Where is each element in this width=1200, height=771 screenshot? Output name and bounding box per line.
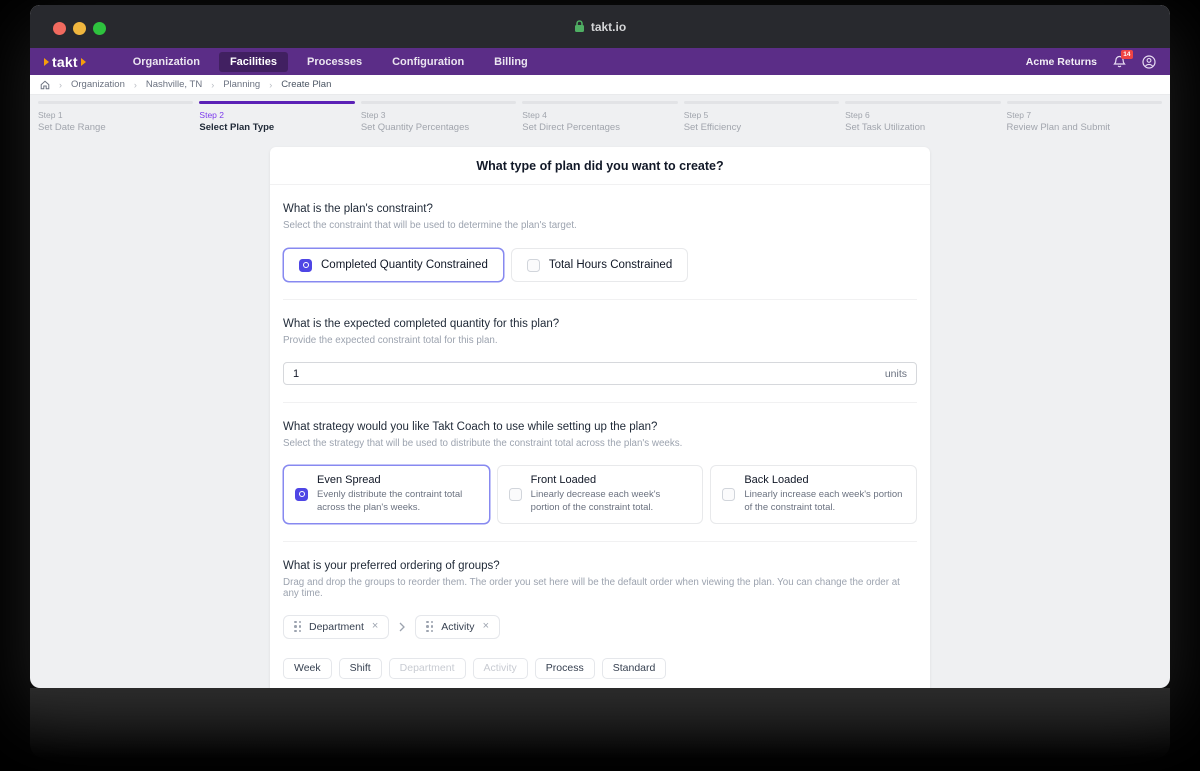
- browser-tab[interactable]: takt.io: [574, 20, 626, 34]
- chevron-right-icon: ›: [269, 79, 273, 90]
- ordering-heading: What is your preferred ordering of group…: [283, 559, 500, 572]
- zoom-window-button[interactable]: [93, 22, 106, 35]
- strategy-even-spread[interactable]: Even Spread Evenly distribute the contra…: [283, 465, 490, 524]
- strategy-heading: What strategy would you like Takt Coach …: [283, 421, 658, 433]
- quantity-input[interactable]: [293, 367, 885, 380]
- app-navbar: takt Organization Facilities Processes C…: [30, 48, 1170, 75]
- group-chip-activity[interactable]: Activity ×: [415, 614, 500, 639]
- strategy-front-loaded[interactable]: Front Loaded Linearly decrease each week…: [496, 465, 704, 524]
- step-1-set-date-range[interactable]: Step 1 Set Date Range: [38, 101, 194, 133]
- quantity-heading: What is the expected completed quantity …: [283, 318, 560, 330]
- quantity-subtext: Provide the expected constraint total fo…: [283, 335, 498, 346]
- strategy-section: What strategy would you like Takt Coach …: [270, 421, 930, 524]
- group-tag-activity: Activity: [472, 657, 528, 679]
- browser-window: takt.io takt Organization Facilities Pro…: [30, 5, 1170, 688]
- notification-count-badge: 14: [1120, 49, 1133, 60]
- quantity-unit-label: units: [884, 367, 907, 380]
- step-7-review-plan-and-submit[interactable]: Step 7 Review Plan and Submit: [1006, 101, 1162, 133]
- ordering-section: What is your preferred ordering of group…: [270, 560, 930, 679]
- group-tag-shift[interactable]: Shift: [338, 657, 382, 679]
- breadcrumb-facility[interactable]: Nashville, TN: [145, 79, 203, 90]
- notifications-button[interactable]: 14: [1113, 49, 1133, 69]
- nav-item-billing[interactable]: Billing: [494, 55, 528, 68]
- step-4-set-direct-percentages[interactable]: Step 4 Set Direct Percentages: [522, 101, 678, 133]
- chevron-right-icon: ›: [59, 79, 62, 90]
- page-content: Step 1 Set Date Range Step 2 Select Plan…: [30, 95, 1170, 688]
- remove-group-icon[interactable]: ×: [482, 620, 489, 633]
- quantity-input-wrapper: units: [283, 362, 917, 385]
- main-nav: Organization Facilities Processes Config…: [122, 51, 539, 72]
- window-reflection: [30, 688, 1170, 758]
- lock-icon: [574, 20, 584, 32]
- constraint-heading: What is the plan's constraint?: [283, 203, 433, 215]
- step-6-set-task-utilization[interactable]: Step 6 Set Task Utilization: [845, 101, 1001, 133]
- home-icon[interactable]: [40, 80, 50, 90]
- constraint-subtext: Select the constraint that will be used …: [283, 220, 577, 231]
- group-tag-week[interactable]: Week: [283, 657, 332, 679]
- breadcrumb-planning[interactable]: Planning: [223, 79, 261, 90]
- breadcrumb: › Organization › Nashville, TN › Plannin…: [30, 75, 1170, 95]
- tab-url: takt.io: [590, 19, 627, 34]
- chevron-right-icon: ›: [133, 79, 137, 90]
- remove-group-icon[interactable]: ×: [371, 620, 379, 633]
- bell-icon: [1113, 55, 1126, 67]
- drag-handle-icon[interactable]: [426, 620, 434, 633]
- step-3-set-quantity-percentages[interactable]: Step 3 Set Quantity Percentages: [360, 101, 517, 133]
- nav-item-configuration[interactable]: Configuration: [392, 55, 465, 68]
- nav-item-processes[interactable]: Processes: [307, 55, 363, 68]
- minimize-window-button[interactable]: [73, 22, 86, 35]
- nav-item-organization[interactable]: Organization: [132, 55, 200, 68]
- strategy-subtext: Select the strategy that will be used to…: [283, 438, 683, 449]
- checkbox-unchecked-icon[interactable]: [508, 487, 522, 501]
- section-divider: [283, 299, 917, 300]
- select-plan-type-card: What type of plan did you want to create…: [270, 147, 930, 688]
- group-chip-department[interactable]: Department ×: [283, 614, 390, 639]
- logo-text: takt: [52, 53, 78, 70]
- account-name[interactable]: Acme Returns: [1025, 55, 1097, 68]
- group-tag-department: Department: [388, 657, 466, 679]
- breadcrumb-organization[interactable]: Organization: [71, 79, 125, 90]
- group-tag-process[interactable]: Process: [534, 657, 595, 679]
- card-title: What type of plan did you want to create…: [270, 147, 930, 185]
- chevron-right-icon: ›: [211, 79, 215, 90]
- option-total-hours-constrained[interactable]: Total Hours Constrained: [510, 248, 689, 282]
- logo-arrow-icon: [44, 57, 49, 66]
- checkbox-unchecked-icon[interactable]: [526, 258, 540, 272]
- browser-titlebar: takt.io: [30, 5, 1170, 48]
- logo-arrow-icon: [80, 57, 86, 66]
- section-divider: [283, 402, 917, 403]
- checkbox-checked-icon[interactable]: [295, 487, 308, 501]
- section-divider: [283, 540, 917, 542]
- step-2-select-plan-type[interactable]: Step 2 Select Plan Type: [199, 101, 355, 133]
- step-5-set-efficiency[interactable]: Step 5 Set Efficiency: [683, 101, 840, 133]
- available-groups: Week Shift Department Activity Process S…: [283, 657, 917, 679]
- account-icon[interactable]: [1142, 54, 1156, 69]
- group-tag-standard[interactable]: Standard: [601, 657, 667, 679]
- ordering-subtext: Drag and drop the groups to reorder them…: [283, 576, 900, 599]
- strategy-back-loaded[interactable]: Back Loaded Linearly increase each week'…: [710, 465, 918, 524]
- quantity-section: What is the expected completed quantity …: [270, 318, 930, 385]
- breadcrumb-create-plan: Create Plan: [281, 79, 332, 90]
- checkbox-checked-icon[interactable]: [299, 258, 312, 272]
- checkbox-unchecked-icon[interactable]: [722, 487, 736, 501]
- group-order-list: Department × Activity ×: [283, 614, 917, 639]
- close-window-button[interactable]: [53, 22, 66, 35]
- constraint-section: What is the plan's constraint? Select th…: [270, 203, 930, 282]
- window-controls: [53, 22, 106, 35]
- drag-handle-icon[interactable]: [294, 620, 301, 633]
- takt-logo[interactable]: takt: [44, 54, 86, 70]
- chevron-right-icon: [398, 622, 406, 632]
- plan-wizard-stepper: Step 1 Set Date Range Step 2 Select Plan…: [30, 95, 1170, 133]
- nav-item-facilities[interactable]: Facilities: [218, 51, 289, 72]
- option-completed-quantity-constrained[interactable]: Completed Quantity Constrained: [283, 248, 504, 282]
